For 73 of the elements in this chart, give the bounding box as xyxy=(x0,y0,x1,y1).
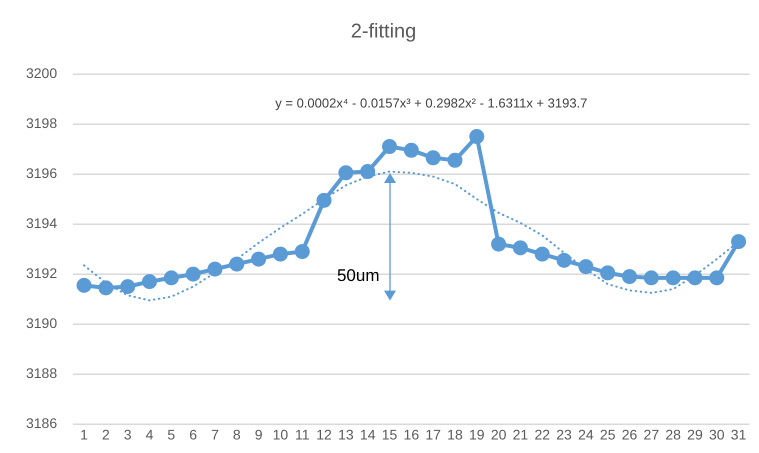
point xyxy=(469,129,484,144)
y-tick-label: 3194 xyxy=(26,214,58,231)
point xyxy=(687,270,702,286)
point xyxy=(207,262,222,277)
point xyxy=(251,252,266,267)
point xyxy=(76,278,92,293)
x-tick-label: 29 xyxy=(687,426,703,442)
point xyxy=(666,270,681,286)
point xyxy=(360,164,376,180)
x-tick-label: 6 xyxy=(189,426,198,442)
point xyxy=(426,150,441,166)
point xyxy=(578,259,594,274)
y-tick-label: 3186 xyxy=(26,415,58,432)
x-tick-label: 28 xyxy=(665,426,682,442)
x-tick-label: 20 xyxy=(490,426,507,442)
x-tick-label: 16 xyxy=(404,426,420,442)
point xyxy=(404,142,419,158)
point xyxy=(164,270,179,286)
y-tick-label: 3200 xyxy=(26,64,58,81)
point xyxy=(338,165,354,180)
point xyxy=(120,279,136,294)
y-tick-label: 3196 xyxy=(26,164,58,181)
point xyxy=(622,269,637,284)
x-tick-label: 19 xyxy=(468,426,485,442)
x-tick-label: 27 xyxy=(644,426,660,442)
y-tick-label: 3192 xyxy=(26,264,58,281)
point xyxy=(534,246,550,262)
x-tick-label: 26 xyxy=(622,426,638,442)
x-tick-label: 12 xyxy=(316,426,332,442)
x-tick-label: 7 xyxy=(211,426,220,442)
x-tick-label: 1 xyxy=(80,426,88,442)
x-tick-label: 25 xyxy=(600,426,616,442)
x-tick-label: 17 xyxy=(425,426,442,442)
point xyxy=(142,274,158,290)
point xyxy=(272,246,288,262)
point xyxy=(644,270,659,286)
x-tick-label: 21 xyxy=(512,426,528,442)
x-tick-label: 18 xyxy=(447,426,463,442)
x-tick-label: 4 xyxy=(146,426,154,442)
point xyxy=(556,252,572,268)
point xyxy=(731,234,746,250)
x-tick-label: 31 xyxy=(730,426,747,442)
x-tick-label: 5 xyxy=(167,426,176,442)
point xyxy=(186,266,201,282)
y-tick-label: 3188 xyxy=(26,365,58,382)
point xyxy=(294,244,310,260)
y-tick-label: 3190 xyxy=(26,315,58,331)
x-tick-label: 2 xyxy=(102,426,110,442)
point xyxy=(316,192,332,208)
x-tick-label: 8 xyxy=(232,426,241,442)
point xyxy=(382,139,398,154)
x-tick-label: 10 xyxy=(272,426,288,442)
point xyxy=(491,236,506,252)
x-tick-label: 23 xyxy=(556,426,572,442)
point xyxy=(512,240,528,256)
x-tick-label: 15 xyxy=(382,426,398,442)
point xyxy=(229,256,244,272)
point xyxy=(98,280,114,296)
x-tick-label: 3 xyxy=(124,426,132,442)
y-tick-label: 3198 xyxy=(26,114,58,131)
point xyxy=(709,270,724,286)
x-tick-label: 22 xyxy=(534,426,550,442)
x-tick-label: 30 xyxy=(708,426,725,442)
x-tick-label: 11 xyxy=(294,426,310,442)
annotation: 50um xyxy=(336,266,380,286)
point xyxy=(600,265,616,280)
x-tick-label: 24 xyxy=(578,426,594,442)
x-tick-label: 14 xyxy=(360,426,376,442)
point xyxy=(447,152,462,168)
x-tick-label: 13 xyxy=(338,426,354,442)
chart-title: 2-fitting xyxy=(350,20,416,43)
annotation: y = 0.0002x⁴ - 0.0157x³ + 0.2982x² - 1.6311x + 3193.7 xyxy=(275,96,588,111)
x-tick-label: 9 xyxy=(254,426,263,442)
